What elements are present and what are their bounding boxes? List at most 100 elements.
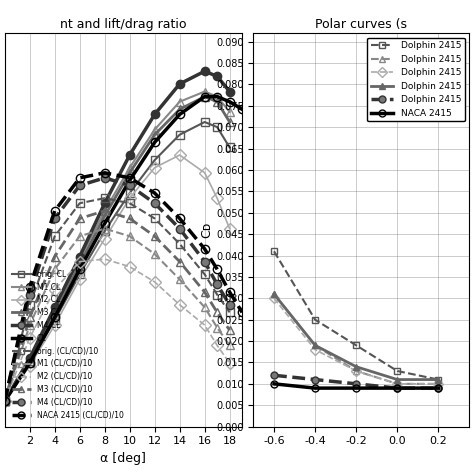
Dolp. 2415 M3 (CL/CD)/10 — [2, 398, 8, 404]
Dolp. 2415 M1 (CL/CD)/10 — [127, 233, 133, 239]
NACA 2415 CL — [52, 315, 57, 320]
Dolphin 2415 — [312, 377, 318, 383]
NACA 2415 (CL/CD)/10 — [102, 170, 108, 176]
Line: Dolp. 2415 M2 (CL/CD)/10: Dolp. 2415 M2 (CL/CD)/10 — [0, 255, 234, 405]
Line: Dolp. 2415 orig. CL: Dolp. 2415 orig. CL — [0, 118, 234, 405]
Dolphin 2415 — [354, 364, 359, 370]
Dolp. 2415 M3 (CL/CD)/10 — [77, 216, 82, 221]
Dolp. 2415 M1 CL — [214, 94, 220, 100]
NACA 2415 — [394, 385, 400, 391]
NACA 2415 CL — [102, 221, 108, 227]
Dolp. 2415 M1 (CL/CD)/10 — [227, 343, 232, 348]
NACA 2415 CL — [2, 398, 8, 404]
Dolp. 2415 M4 (CL/CD)/10 — [227, 302, 232, 308]
Dolphin 2415 — [354, 343, 359, 348]
Dolp. 2415 M3 CL — [214, 99, 220, 105]
Dolp. 2415 M3 CL — [52, 312, 57, 318]
Dolp. 2415 M2 (CL/CD)/10 — [152, 279, 157, 285]
Dolp. 2415 M1 (CL/CD)/10 — [102, 226, 108, 231]
Dolp. 2415 M3 CL — [2, 398, 8, 404]
Dolp. 2415 M1 CL — [77, 256, 82, 262]
Dolp. 2415 M2 (CL/CD)/10 — [52, 287, 57, 292]
Dolp. 2415 M2 CL — [214, 195, 220, 201]
NACA 2415 CL — [214, 94, 220, 100]
Dolp. 2415 M4 CL — [177, 81, 182, 87]
Dolphin 2415 — [312, 347, 318, 353]
Dolp. 2415 M4 CL — [152, 111, 157, 117]
Dolp. 2415 M4 (CL/CD)/10 — [27, 292, 33, 298]
Dolp. 2415 M4 (CL/CD)/10 — [52, 216, 57, 221]
Dolp. 2415 orig. (CL/CD)/10 — [52, 233, 57, 239]
Line: Dolp. 2415 M1 (CL/CD)/10: Dolp. 2415 M1 (CL/CD)/10 — [0, 225, 234, 405]
Dolp. 2415 orig. CL — [77, 272, 82, 277]
Line: NACA 2415: NACA 2415 — [271, 380, 442, 392]
Title: Polar curves (s: Polar curves (s — [315, 18, 407, 31]
Dolp. 2415 orig. (CL/CD)/10 — [102, 195, 108, 201]
NACA 2415 CL — [239, 107, 245, 112]
Dolphin 2415 — [354, 368, 359, 374]
Dolp. 2415 M3 CL — [227, 119, 232, 125]
Line: Dolp. 2415 M3 CL: Dolp. 2415 M3 CL — [0, 92, 234, 405]
X-axis label: α [deg]: α [deg] — [100, 452, 146, 465]
Dolp. 2415 M4 (CL/CD)/10 — [127, 182, 133, 188]
Dolp. 2415 M3 CL — [77, 261, 82, 267]
Line: Dolp. 2415 M2 CL: Dolp. 2415 M2 CL — [0, 151, 234, 405]
Dolp. 2415 M4 CL — [102, 201, 108, 206]
Dolp. 2415 M3 CL — [152, 132, 157, 137]
Dolp. 2415 orig. (CL/CD)/10 — [27, 302, 33, 308]
Dolp. 2415 M3 (CL/CD)/10 — [127, 216, 133, 221]
Legend: Dolphin 2415, Dolphin 2415, Dolphin 2415, Dolphin 2415, Dolphin 2415, NACA 2415: Dolphin 2415, Dolphin 2415, Dolphin 2415… — [367, 38, 465, 121]
Dolp. 2415 orig. CL — [227, 145, 232, 150]
Dolphin 2415 — [271, 291, 277, 297]
NACA 2415 (CL/CD)/10 — [27, 284, 33, 290]
Dolp. 2415 M1 (CL/CD)/10 — [152, 251, 157, 257]
Dolp. 2415 M2 CL — [202, 170, 208, 176]
Dolp. 2415 orig. (CL/CD)/10 — [177, 241, 182, 246]
Line: Dolp. 2415 orig. (CL/CD)/10: Dolp. 2415 orig. (CL/CD)/10 — [0, 194, 234, 405]
Dolphin 2415 — [312, 343, 318, 348]
Dolp. 2415 M4 CL — [214, 73, 220, 79]
Dolp. 2415 M4 (CL/CD)/10 — [2, 398, 8, 404]
Dolp. 2415 M4 (CL/CD)/10 — [152, 201, 157, 206]
Dolp. 2415 M4 (CL/CD)/10 — [214, 282, 220, 287]
Dolp. 2415 orig. (CL/CD)/10 — [77, 201, 82, 206]
Dolp. 2415 M3 CL — [177, 107, 182, 112]
Dolp. 2415 M3 CL — [27, 358, 33, 364]
NACA 2415 — [436, 385, 441, 391]
NACA 2415 CL — [227, 99, 232, 105]
Dolphin 2415 — [271, 295, 277, 301]
NACA 2415 (CL/CD)/10 — [2, 398, 8, 404]
Dolphin 2415 — [271, 291, 277, 297]
Dolp. 2415 M2 CL — [177, 152, 182, 158]
Dolp. 2415 M1 CL — [2, 398, 8, 404]
Dolp. 2415 M3 (CL/CD)/10 — [27, 315, 33, 320]
Line: Dolphin 2415: Dolphin 2415 — [271, 291, 442, 383]
Dolp. 2415 M2 CL — [77, 276, 82, 282]
Dolp. 2415 M2 CL — [27, 363, 33, 368]
Dolp. 2415 M3 (CL/CD)/10 — [102, 208, 108, 214]
Dolp. 2415 M4 CL — [27, 355, 33, 361]
Dolphin 2415 — [394, 377, 400, 383]
Line: NACA 2415 CL: NACA 2415 CL — [0, 92, 246, 405]
Dolp. 2415 M4 CL — [202, 68, 208, 74]
Dolp. 2415 M3 (CL/CD)/10 — [177, 259, 182, 264]
Dolp. 2415 M4 (CL/CD)/10 — [77, 182, 82, 188]
Dolp. 2415 orig. (CL/CD)/10 — [227, 310, 232, 315]
Title: nt and lift/drag ratio: nt and lift/drag ratio — [60, 18, 187, 31]
NACA 2415 (CL/CD)/10 — [214, 266, 220, 272]
Dolp. 2415 M1 CL — [177, 99, 182, 105]
NACA 2415 CL — [77, 266, 82, 272]
Dolphin 2415 — [436, 377, 441, 383]
NACA 2415 — [271, 381, 277, 387]
NACA 2415 CL — [177, 111, 182, 117]
Dolp. 2415 M2 (CL/CD)/10 — [177, 302, 182, 308]
NACA 2415 (CL/CD)/10 — [77, 175, 82, 181]
Dolp. 2415 orig. CL — [127, 190, 133, 196]
Dolp. 2415 M2 (CL/CD)/10 — [227, 360, 232, 366]
NACA 2415 (CL/CD)/10 — [152, 190, 157, 196]
Dolphin 2415 — [354, 368, 359, 374]
Dolp. 2415 M3 CL — [202, 94, 208, 100]
Line: Dolp. 2415 M1 CL: Dolp. 2415 M1 CL — [0, 87, 234, 405]
Dolp. 2415 orig. (CL/CD)/10 — [202, 272, 208, 277]
Line: Dolp. 2415 M3 (CL/CD)/10: Dolp. 2415 M3 (CL/CD)/10 — [0, 207, 234, 405]
